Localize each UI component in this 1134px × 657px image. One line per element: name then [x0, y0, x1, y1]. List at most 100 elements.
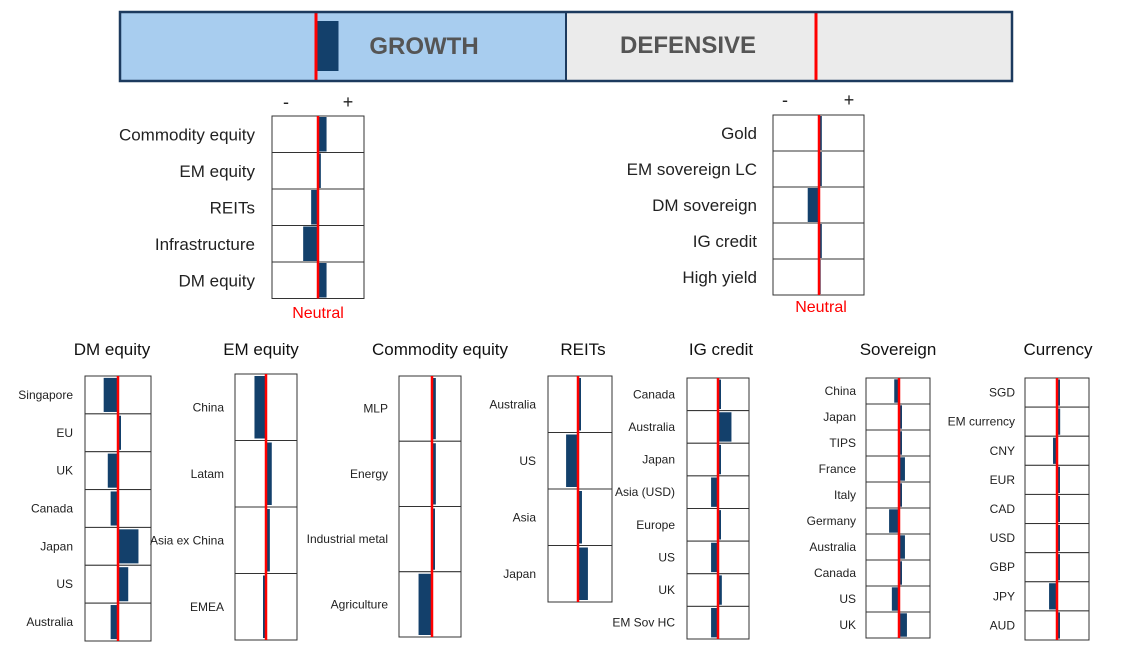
- minus-label: -: [283, 92, 289, 112]
- bar-eur: [1057, 466, 1060, 493]
- bar-aud: [1057, 612, 1060, 639]
- bar-gbp: [1057, 554, 1060, 581]
- category-label-canada: Canada: [814, 566, 856, 580]
- category-label-uk: UK: [658, 583, 675, 597]
- bar-japan: [578, 547, 588, 600]
- panel-title: REITs: [560, 340, 605, 359]
- panel-title: Commodity equity: [372, 340, 509, 359]
- category-label-latam: Latam: [191, 467, 224, 481]
- bar-germany: [889, 509, 899, 533]
- growth-defensive-banner: GROWTH DEFENSIVE: [118, 10, 1014, 83]
- bar-gold: [819, 116, 822, 150]
- bar-asia-ex-china: [266, 509, 270, 572]
- panel-sovereign: Sovereign China Japan TIPS France Italy German…: [807, 340, 936, 639]
- category-label-usd: USD: [990, 531, 1016, 545]
- neutral-label: Neutral: [795, 299, 847, 316]
- category-label-jpy: JPY: [993, 589, 1015, 603]
- bar-china: [894, 379, 899, 403]
- category-label-uk: UK: [839, 618, 856, 632]
- category-label-aud: AUD: [990, 618, 1016, 632]
- bar-sgd: [1057, 379, 1060, 406]
- bar-dm-sovereign: [807, 188, 819, 222]
- bar-japan: [899, 405, 902, 429]
- panel-title: EM equity: [223, 340, 299, 359]
- category-label-dm-sovereign: DM sovereign: [652, 196, 757, 215]
- bar-japan: [118, 529, 139, 564]
- plus-label: +: [844, 90, 855, 110]
- category-label-gold: Gold: [721, 124, 757, 143]
- bar-energy: [432, 443, 436, 505]
- category-label-tips: TIPS: [829, 436, 856, 450]
- bar-tips: [899, 431, 902, 455]
- bar-asia-usd: [711, 477, 718, 507]
- bar-uk: [718, 575, 722, 605]
- category-label-asia-ex-china: Asia ex China: [150, 533, 224, 547]
- category-label-mlp: MLP: [363, 402, 388, 416]
- top-panel-defensive: Gold EM sovereign LC DM sovereign IG credit…: [627, 90, 865, 316]
- bar-japan: [718, 444, 721, 475]
- category-label-australia: Australia: [26, 615, 73, 629]
- bar-em-sovereign-lc: [819, 152, 822, 186]
- bar-france: [899, 457, 905, 481]
- bar-industrial-metal: [432, 508, 435, 570]
- bar-eu: [118, 415, 121, 450]
- bar-canada: [899, 561, 902, 585]
- bar-cad: [1057, 495, 1060, 523]
- panel-currency: Currency SGD EM currency CNY EUR CAD USD GBP JPY…: [948, 340, 1093, 641]
- category-label-germany: Germany: [807, 514, 856, 528]
- bar-australia: [718, 412, 732, 442]
- category-label-emea: EMEA: [190, 600, 224, 614]
- category-label-japan: Japan: [823, 410, 856, 424]
- panel-reits: REITs Australia US Asia Japan: [489, 340, 613, 603]
- row-cell-mlp: [398, 375, 462, 442]
- category-label-us: US: [519, 454, 536, 468]
- category-label-em-sovereign-lc: EM sovereign LC: [627, 160, 757, 179]
- category-label-dm-equity: DM equity: [178, 271, 255, 290]
- plus-label: +: [343, 92, 354, 112]
- banner-defensive-bg: [566, 12, 1012, 81]
- category-label-uk: UK: [56, 464, 73, 478]
- bar-singapore: [103, 377, 118, 412]
- category-label-japan: Japan: [40, 539, 73, 553]
- bar-em-currency: [1057, 408, 1061, 435]
- category-label-japan: Japan: [642, 453, 675, 467]
- bar-australia: [110, 605, 118, 640]
- bar-jpy: [1049, 583, 1057, 610]
- category-label-industrial-metal: Industrial metal: [307, 532, 388, 546]
- category-label-us: US: [839, 592, 856, 606]
- bottom-panels: DM equity Singapore EU UK Canada Japan US Austr…: [18, 340, 1093, 642]
- category-label-australia: Australia: [628, 420, 675, 434]
- bar-dm-equity: [318, 263, 327, 298]
- category-label-em-sov-hc: EM Sov HC: [612, 616, 675, 630]
- row-cell-industrial-metal: [398, 506, 462, 573]
- bar-us: [566, 434, 578, 487]
- panel-title: DM equity: [74, 340, 151, 359]
- top-panel-growth: Commodity equity EM equity REITs Infrastruc…: [119, 92, 365, 322]
- banner-growth-bar: [316, 21, 339, 71]
- panel-ig-credit: IG credit Canada Australia Japan Asia (USD) E…: [612, 340, 753, 640]
- category-label-italy: Italy: [834, 488, 856, 502]
- bar-ig-credit: [819, 224, 822, 258]
- bar-latam: [266, 442, 272, 505]
- top-panels: Commodity equity EM equity REITs Infrastruc…: [119, 90, 865, 322]
- category-label-australia: Australia: [489, 397, 536, 411]
- category-label-cny: CNY: [990, 444, 1015, 458]
- bar-em-sov-hc: [711, 608, 718, 638]
- category-label-asia-usd: Asia (USD): [615, 485, 675, 499]
- banner-growth-label: GROWTH: [369, 33, 478, 60]
- minus-label: -: [782, 90, 788, 110]
- category-label-commodity-equity: Commodity equity: [119, 125, 256, 144]
- banner-growth-bg: [120, 12, 566, 81]
- bar-uk: [899, 613, 907, 637]
- bar-canada: [718, 379, 721, 409]
- bar-china: [254, 376, 266, 439]
- category-label-em-equity: EM equity: [179, 162, 255, 181]
- category-label-agriculture: Agriculture: [331, 597, 389, 611]
- row-cell-energy: [398, 440, 462, 507]
- category-label-energy: Energy: [350, 467, 388, 481]
- category-label-eu: EU: [56, 426, 73, 440]
- bar-cny: [1053, 437, 1057, 464]
- category-label-cad: CAD: [990, 502, 1016, 516]
- bar-europe: [718, 510, 721, 540]
